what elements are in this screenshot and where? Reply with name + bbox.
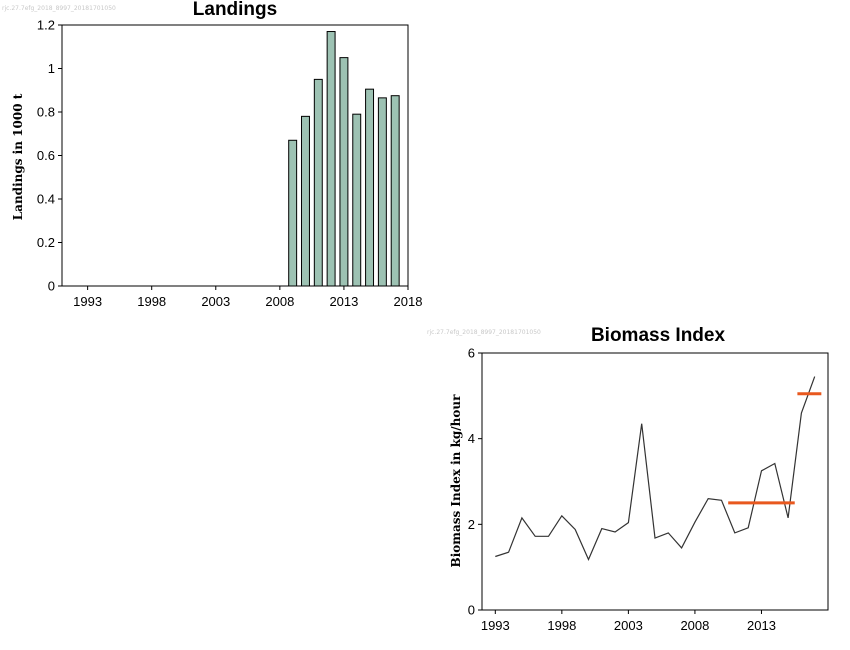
landings-bar (326, 31, 336, 287)
landings-ytick-label: 0.6 (37, 148, 55, 163)
landings-bar (313, 78, 323, 287)
landings-ytick-label: 1.2 (37, 18, 55, 33)
landings-ytick-label: 0.8 (37, 105, 55, 120)
landings-xtick-label: 2018 (394, 294, 423, 309)
biomass-ytick-label: 0 (468, 603, 475, 618)
biomass-y-axis-label: Biomass Index in kg/hour (449, 394, 463, 568)
landings-ytick-label: 0 (48, 279, 55, 294)
biomass-index-line (495, 376, 816, 561)
biomass-xtick-label: 1993 (481, 618, 510, 633)
landings-title: Landings (193, 0, 277, 20)
landings-bar (288, 139, 298, 287)
landings-bar (352, 113, 362, 287)
landings-xtick-label: 2008 (265, 294, 294, 309)
biomass-xtick-label: 2013 (747, 618, 776, 633)
biomass-ytick-label: 2 (468, 517, 475, 532)
landings-bar (390, 95, 400, 287)
landings-ytick-label: 1 (48, 61, 55, 76)
landings-xtick-label: 1998 (137, 294, 166, 309)
landings-bar (377, 97, 387, 287)
biomass-x-ticks: 1993 1998 2003 2008 2013 (481, 610, 776, 633)
biomass-xtick-label: 1998 (547, 618, 576, 633)
landings-bar (365, 88, 375, 287)
biomass-ytick-label: 6 (468, 346, 475, 361)
landings-xtick-label: 2013 (329, 294, 358, 309)
biomass-xtick-label: 2003 (614, 618, 643, 633)
landings-y-axis-label: Landings in 1000 t (11, 93, 25, 220)
landings-x-ticks: 1993 1998 2003 2008 2013 2018 (73, 286, 422, 309)
biomass-y-ticks: 0 2 4 6 (468, 346, 482, 618)
biomass-ytick-label: 4 (468, 431, 475, 446)
landings-y-ticks: 0 0.2 0.4 0.6 0.8 1 1.2 (37, 18, 62, 294)
landings-ytick-label: 0.2 (37, 235, 55, 250)
biomass-xtick-label: 2008 (680, 618, 709, 633)
landings-bars (288, 31, 400, 287)
biomass-series (495, 376, 822, 561)
landings-watermark: rjc.27.7efg_2018_8997_20181701050 (2, 5, 116, 12)
biomass-chart: rjc.27.7efg_2018_8997_20181701050 Biomas… (427, 325, 829, 633)
biomass-plot-frame (481, 352, 829, 611)
landings-xtick-label: 2003 (201, 294, 230, 309)
landings-bar (301, 115, 310, 287)
landings-chart: rjc.27.7efg_2018_8997_20181701050 Landin… (2, 0, 422, 309)
biomass-title: Biomass Index (591, 325, 726, 346)
landings-bar (339, 57, 349, 287)
biomass-watermark: rjc.27.7efg_2018_8997_20181701050 (427, 329, 541, 336)
landings-xtick-label: 1993 (73, 294, 102, 309)
landings-ytick-label: 0.4 (37, 192, 55, 207)
